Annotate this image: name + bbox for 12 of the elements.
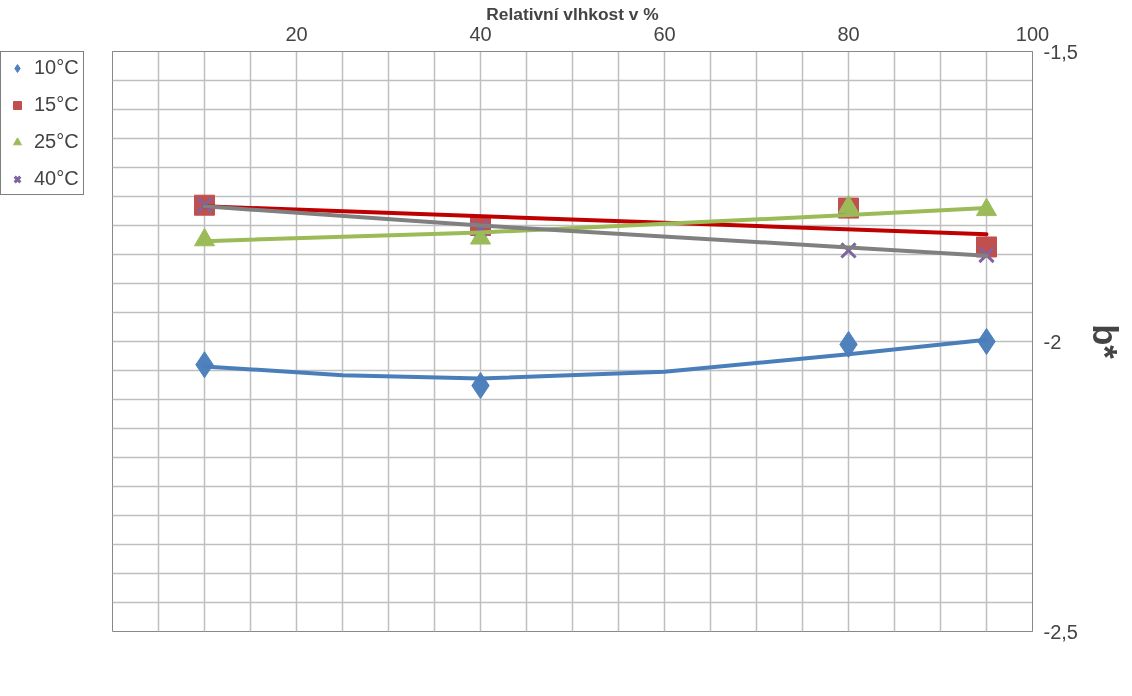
- y-tick-label: -2,5: [1043, 620, 1078, 643]
- x-tick-label: 20: [285, 22, 308, 45]
- y-axis-title: b*: [1085, 324, 1124, 360]
- x-axis-title: Relativní vlhkost v %: [486, 3, 659, 24]
- y-tick-label: -2: [1043, 330, 1062, 353]
- x-tick-label: 60: [653, 22, 676, 45]
- x-tick-label: 80: [837, 22, 860, 45]
- legend-label: 15°C: [34, 93, 79, 116]
- legend-label: 10°C: [34, 56, 79, 79]
- legend-label: 40°C: [34, 167, 79, 190]
- legend-label: 25°C: [34, 130, 79, 153]
- x-tick-label: 40: [469, 22, 492, 45]
